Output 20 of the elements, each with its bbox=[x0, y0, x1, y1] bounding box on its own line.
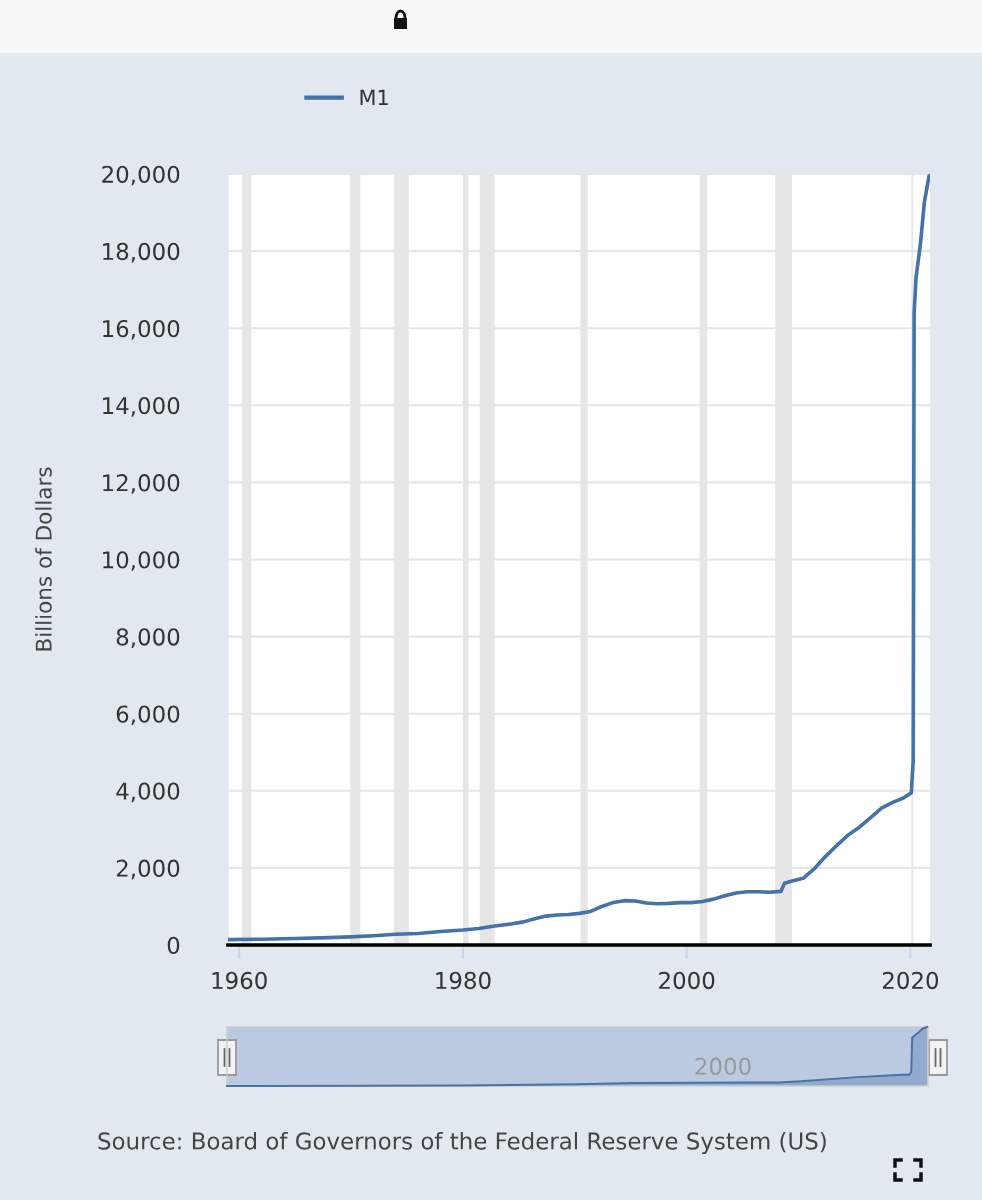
y-axis-title: Billions of Dollars bbox=[35, 467, 52, 651]
y-tick-label: 4,000 bbox=[116, 782, 180, 803]
line-series bbox=[228, 174, 930, 942]
source-note: Source: Board of Governors of the Federal Reserve System (US) bbox=[98, 1131, 826, 1155]
y-tick-label: 0 bbox=[167, 936, 180, 955]
x-tick-label: 1960 bbox=[212, 971, 267, 990]
y-tick-label: 2,000 bbox=[116, 859, 180, 880]
legend-label: M1 bbox=[360, 89, 388, 105]
x-tick-label: 2020 bbox=[882, 971, 939, 990]
y-tick-label: 16,000 bbox=[103, 319, 180, 340]
y-tick-label: 10,000 bbox=[103, 551, 180, 571]
y-tick-label: 18,000 bbox=[103, 242, 180, 263]
y-tick-label: 20,000 bbox=[102, 165, 180, 186]
y-tick-label: 14,000 bbox=[103, 397, 180, 417]
y-tick-label: 6,000 bbox=[116, 705, 180, 726]
x-tick-label: 1980 bbox=[436, 971, 491, 990]
x-tick-label: 2000 bbox=[659, 971, 715, 990]
y-tick-label: 8,000 bbox=[116, 628, 180, 648]
y-tick-label: 12,000 bbox=[103, 474, 180, 494]
annotation: 2000 bbox=[695, 1057, 751, 1075]
